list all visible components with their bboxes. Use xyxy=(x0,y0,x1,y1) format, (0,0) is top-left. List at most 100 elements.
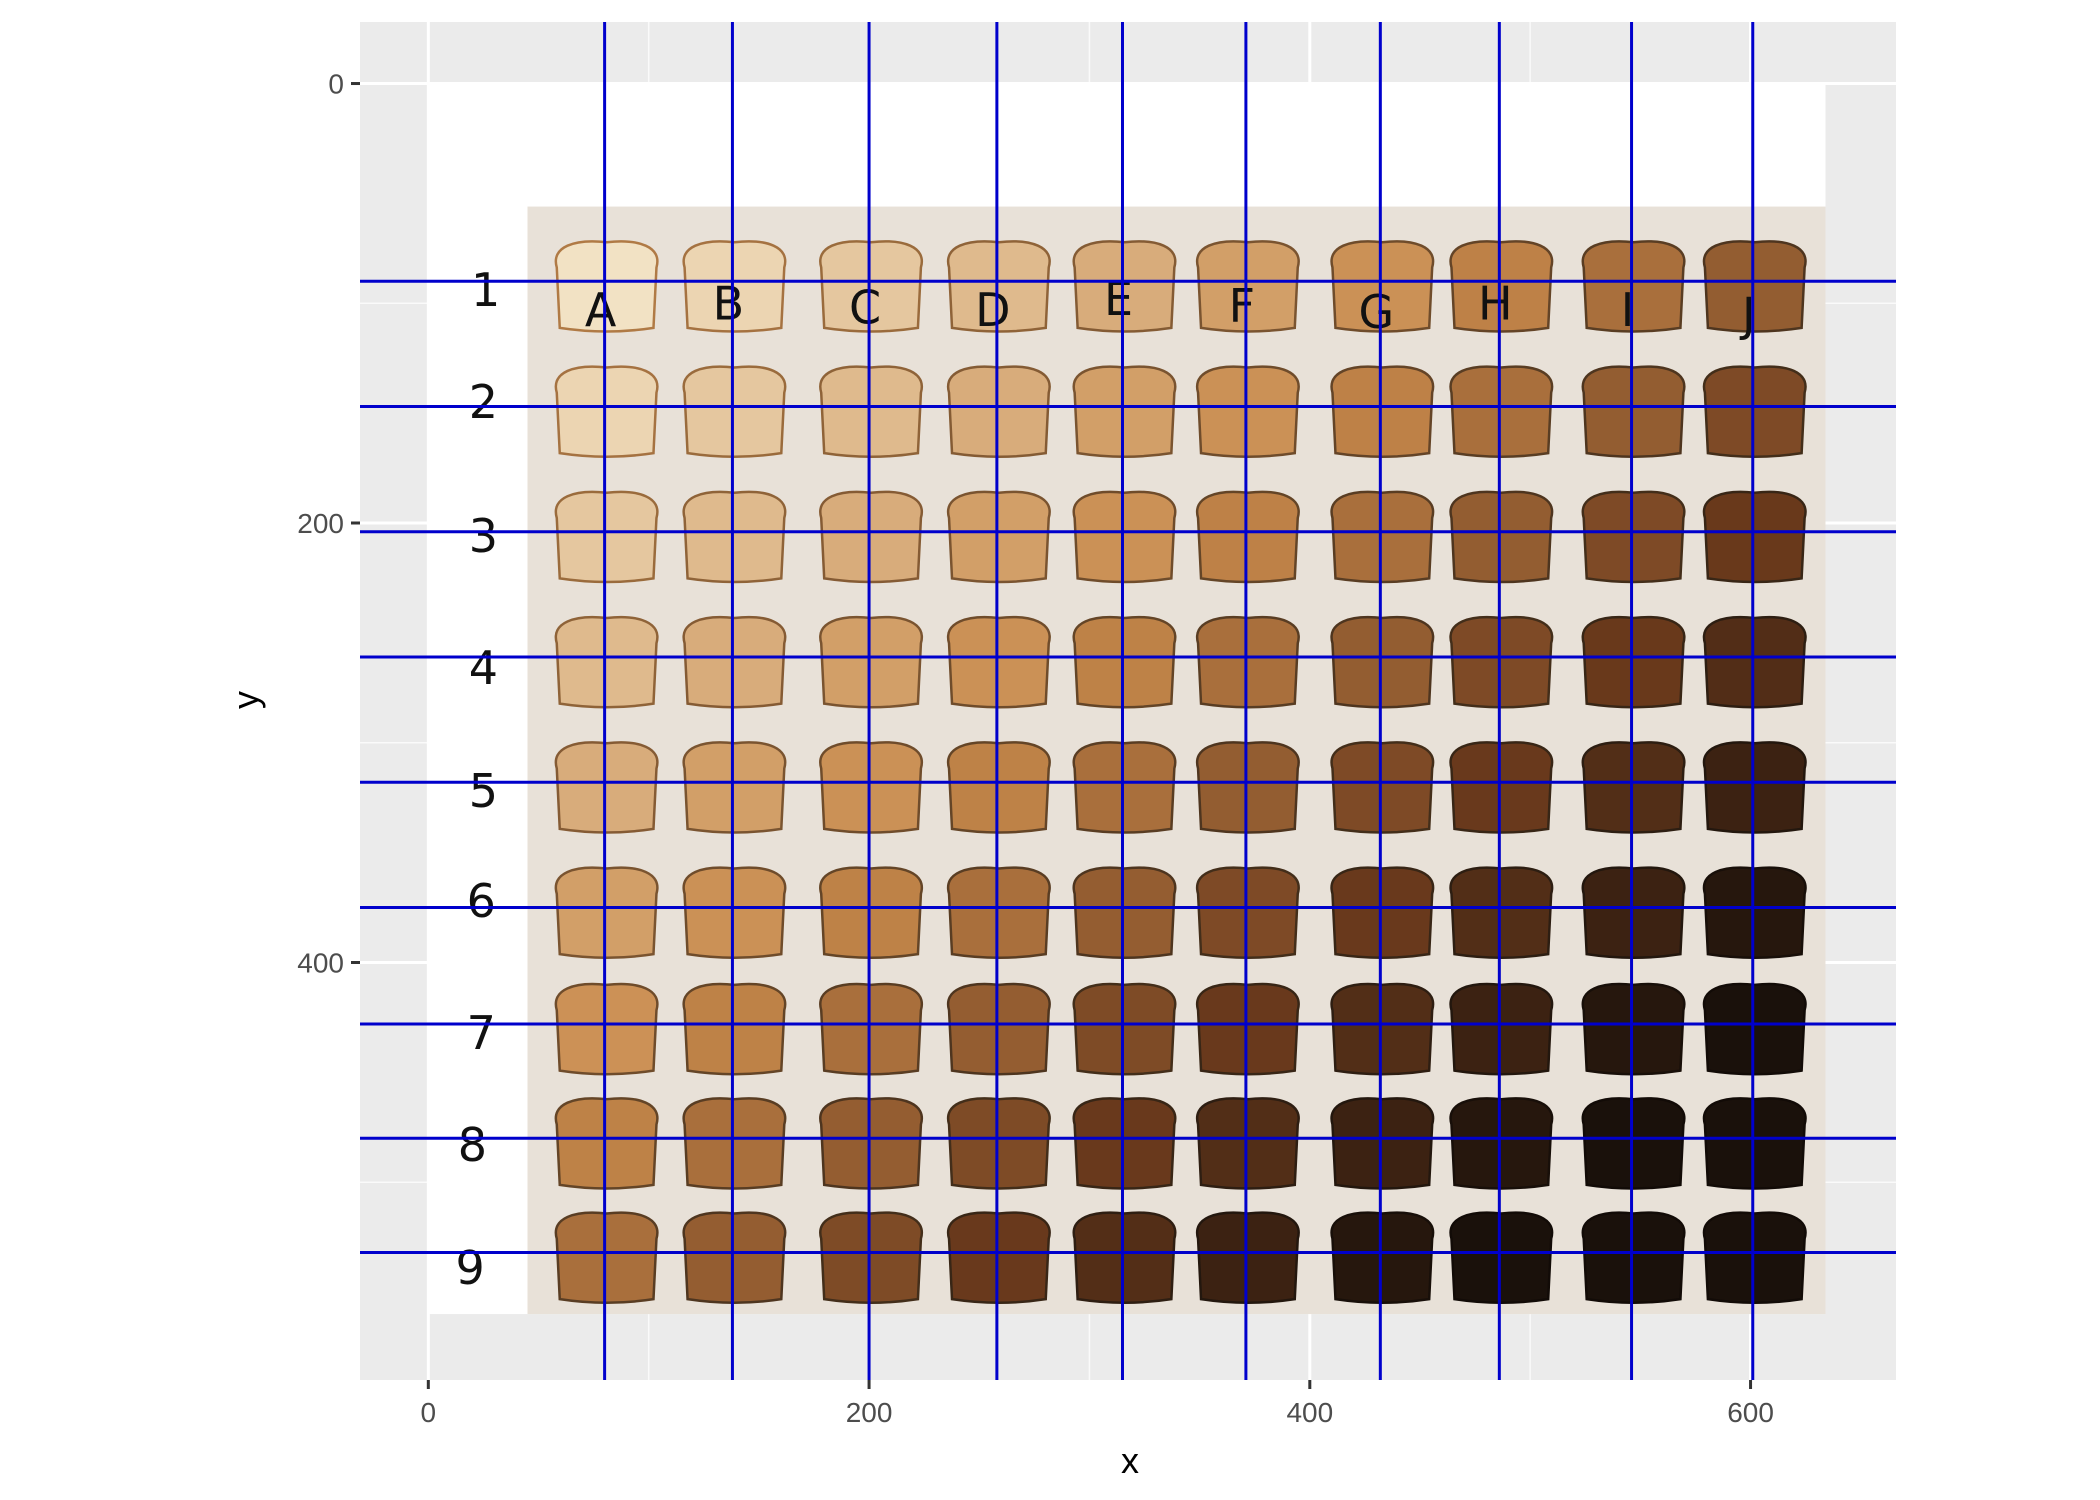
toast-slice xyxy=(1330,240,1435,333)
toast-slice xyxy=(554,866,659,959)
toast-slice xyxy=(1581,1097,1686,1190)
toast-slice xyxy=(1449,490,1554,584)
toast-slice xyxy=(1072,615,1177,709)
toast-slice xyxy=(682,741,787,834)
toast-slice xyxy=(1195,615,1300,709)
toast-slice xyxy=(819,365,924,458)
toast-slice xyxy=(682,240,787,333)
image-row-label: 7 xyxy=(467,1006,496,1060)
axes: 0 200 400 600 0 200 400 xyxy=(297,69,1774,1428)
image-column-label: D xyxy=(975,283,1010,337)
toast-slice xyxy=(1702,615,1807,709)
y-tick-label: 400 xyxy=(297,947,344,978)
y-axis-title: y xyxy=(225,691,266,709)
toast-slice xyxy=(1072,490,1177,584)
toast-slice xyxy=(1330,615,1435,709)
toast-slice xyxy=(682,365,787,458)
toast-slice xyxy=(682,1211,787,1304)
toast-slice xyxy=(1330,1097,1435,1190)
toast-slice xyxy=(819,615,924,709)
image-column-label: F xyxy=(1229,278,1255,332)
image-row-label: 8 xyxy=(458,1118,487,1172)
image-row-label: 2 xyxy=(469,375,498,429)
toast-slice xyxy=(1330,490,1435,584)
toast-slice xyxy=(946,240,1051,333)
toast-slice xyxy=(1449,365,1554,458)
toast-slice xyxy=(1195,365,1300,458)
toast-slice xyxy=(819,982,924,1076)
toast-slice xyxy=(554,1097,659,1190)
toast-slice xyxy=(819,240,924,333)
toast-slice xyxy=(1195,490,1300,584)
toast-slice xyxy=(946,982,1051,1076)
toast-slice xyxy=(682,866,787,959)
toast-slice xyxy=(1581,866,1686,959)
x-tick-label: 400 xyxy=(1286,1397,1333,1428)
toast-slice xyxy=(946,741,1051,834)
toast-slice xyxy=(946,1097,1051,1190)
x-tick-label: 200 xyxy=(846,1397,893,1428)
toast-slice xyxy=(1072,365,1177,458)
toast-slice xyxy=(554,365,659,458)
toast-slice xyxy=(1581,982,1686,1076)
image-row-label: 6 xyxy=(467,874,496,928)
y-tick-label: 200 xyxy=(297,508,344,539)
image-column-label: H xyxy=(1478,276,1513,330)
toast-slice xyxy=(1330,1211,1435,1304)
image-row-label: 1 xyxy=(471,263,500,317)
toast-slice xyxy=(1581,1211,1686,1304)
toast-slice xyxy=(1195,240,1300,333)
image-column-label: A xyxy=(585,283,617,337)
toast-slice xyxy=(1702,866,1807,959)
toast-slice xyxy=(946,615,1051,709)
toast-slice xyxy=(1072,1097,1177,1190)
toast-slice xyxy=(946,490,1051,584)
toast-slice xyxy=(819,741,924,834)
toast-slice xyxy=(1072,866,1177,959)
x-axis-title: x xyxy=(1121,1440,1139,1481)
toast-slice xyxy=(1702,982,1807,1076)
toast-slice xyxy=(1581,741,1686,834)
toast-slice xyxy=(1330,866,1435,959)
toast-slice xyxy=(1581,490,1686,584)
toast-slice xyxy=(946,365,1051,458)
toast-slice xyxy=(554,615,659,709)
image-column-label: G xyxy=(1358,285,1394,339)
image-column-label: C xyxy=(849,281,881,335)
toast-slice xyxy=(1449,866,1554,959)
toast-slice xyxy=(1702,1211,1807,1304)
toast-slice xyxy=(1702,1097,1807,1190)
toast-slice xyxy=(1581,365,1686,458)
toast-slice xyxy=(1702,741,1807,834)
horizontal-reference-lines xyxy=(360,279,1896,1255)
toast-slice xyxy=(554,490,659,584)
toast-slice xyxy=(682,490,787,584)
image-row-label: 3 xyxy=(469,509,498,563)
toast-slice xyxy=(554,741,659,834)
vertical-reference-lines xyxy=(603,22,1755,1380)
toast-slice xyxy=(682,615,787,709)
toast-slice xyxy=(819,1211,924,1304)
toast-slice xyxy=(1330,741,1435,834)
toast-slice xyxy=(946,866,1051,959)
image-row-label: 9 xyxy=(456,1241,485,1295)
toast-slice xyxy=(1449,1097,1554,1190)
toast-slice xyxy=(682,1097,787,1190)
x-tick-label: 0 xyxy=(421,1397,437,1428)
toast-slice xyxy=(1449,1211,1554,1304)
toast-slice xyxy=(1072,240,1177,333)
toast-slice xyxy=(1195,866,1300,959)
toast-slice xyxy=(819,1097,924,1190)
toast-slice xyxy=(1449,615,1554,709)
image-row-label: 5 xyxy=(469,764,498,818)
toast-slice xyxy=(1449,982,1554,1076)
toast-slice xyxy=(819,866,924,959)
toast-slice xyxy=(554,240,659,333)
toast-slice xyxy=(1330,982,1435,1076)
toast-slice xyxy=(1072,1211,1177,1304)
toast-slice xyxy=(1195,1097,1300,1190)
toast-slice xyxy=(946,1211,1051,1304)
toast-slice xyxy=(1449,741,1554,834)
